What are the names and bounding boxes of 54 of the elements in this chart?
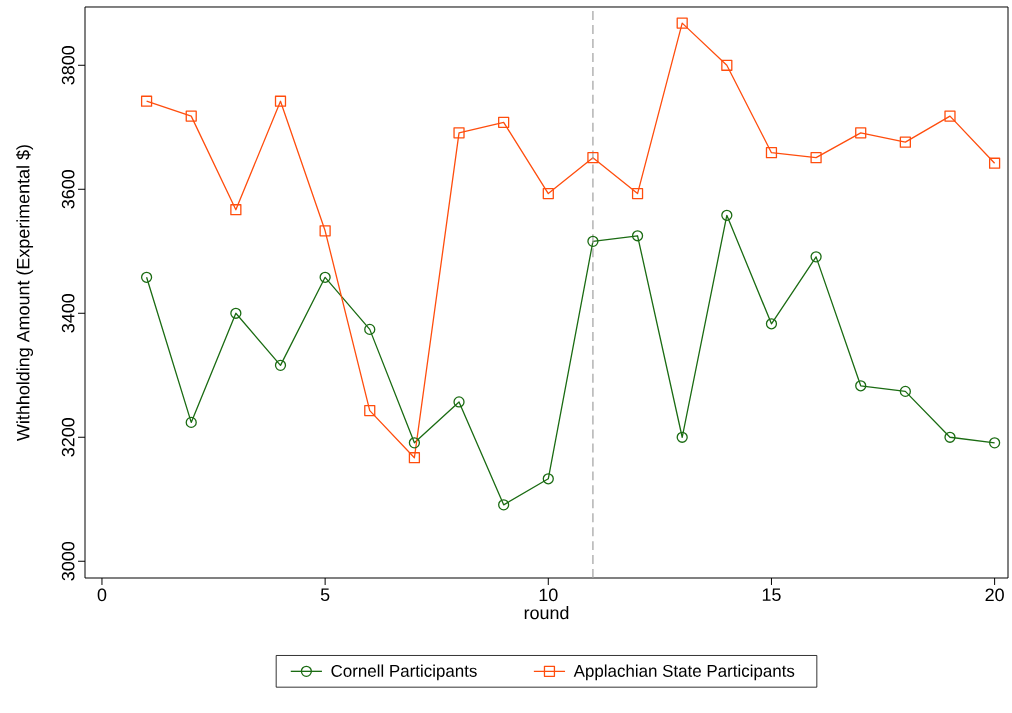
point xyxy=(721,209,733,221)
point xyxy=(810,152,822,164)
legend-label: Applachian State Participants xyxy=(573,664,795,681)
point xyxy=(364,323,376,336)
y-axis-title: Withholding Amount (Experimental $) xyxy=(16,145,34,441)
point xyxy=(453,396,465,408)
point xyxy=(274,95,287,107)
point xyxy=(319,271,331,283)
point xyxy=(185,416,197,429)
point xyxy=(140,271,153,283)
x-tick-label: 10 xyxy=(539,588,558,602)
point xyxy=(587,235,599,247)
x-tick-label: 0 xyxy=(97,588,107,602)
point xyxy=(676,431,688,443)
point xyxy=(498,499,510,511)
point xyxy=(631,187,644,200)
point xyxy=(185,110,197,122)
point xyxy=(587,152,599,164)
point xyxy=(899,136,911,148)
point xyxy=(542,473,554,485)
point xyxy=(364,404,376,417)
point xyxy=(542,187,554,200)
point xyxy=(988,437,1001,449)
x-tick-label: 20 xyxy=(985,588,1004,602)
point xyxy=(944,110,956,122)
point xyxy=(855,127,867,139)
point xyxy=(230,307,242,319)
point xyxy=(408,437,421,449)
point xyxy=(765,147,778,159)
point xyxy=(319,225,331,237)
y-tick-label: 3000 xyxy=(61,542,75,581)
point xyxy=(765,318,778,330)
y-tick-label: 3400 xyxy=(61,294,75,333)
point xyxy=(498,116,510,128)
point xyxy=(810,251,822,263)
point xyxy=(408,452,421,464)
point xyxy=(988,157,1001,169)
y-tick-label: 3800 xyxy=(61,46,75,85)
point xyxy=(944,431,956,443)
point xyxy=(676,17,688,29)
point xyxy=(899,385,911,398)
point xyxy=(855,380,867,392)
point xyxy=(631,230,644,242)
y-tick-label: 3600 xyxy=(61,170,75,209)
point xyxy=(453,127,465,139)
point xyxy=(230,204,242,216)
point xyxy=(721,59,733,71)
y-tick-label: 3200 xyxy=(61,418,75,457)
x-tick-label: 15 xyxy=(762,588,781,601)
point xyxy=(140,95,153,107)
x-tick-label: 5 xyxy=(320,588,330,601)
legend-label: Cornell Participants xyxy=(331,664,477,681)
point xyxy=(274,359,287,371)
x-axis-title: round xyxy=(524,606,569,620)
